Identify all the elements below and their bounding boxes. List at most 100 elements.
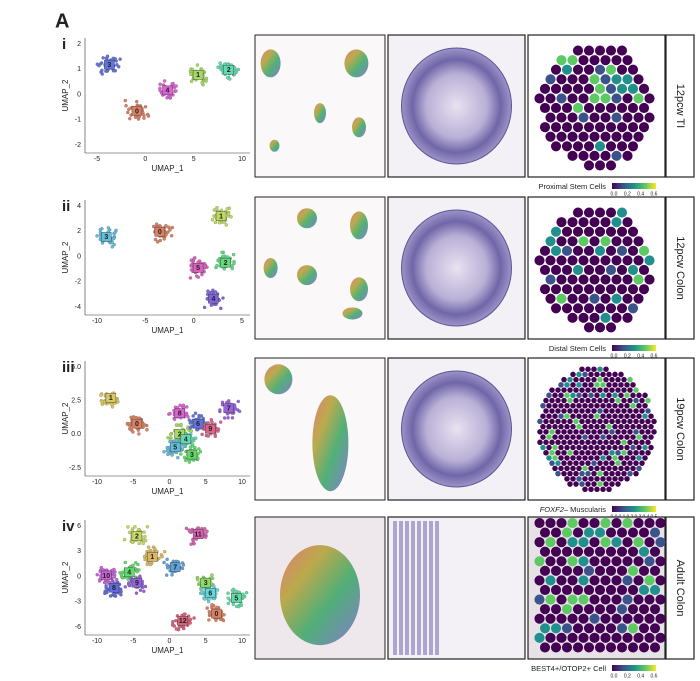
spot	[561, 584, 573, 596]
spot	[537, 418, 543, 425]
x-tick-label: -5	[142, 318, 148, 325]
cell-point	[230, 588, 234, 593]
spot	[603, 460, 609, 466]
spot	[556, 236, 567, 247]
spot	[624, 403, 630, 409]
spot	[600, 274, 611, 285]
cell-point	[115, 398, 120, 403]
spot	[570, 476, 576, 482]
spot	[594, 455, 600, 461]
spot	[579, 408, 585, 414]
cell-point	[189, 429, 194, 433]
spot	[594, 83, 606, 94]
spot	[605, 122, 617, 133]
spot	[588, 455, 594, 461]
spot	[639, 418, 645, 425]
cell-point	[114, 59, 118, 63]
spot	[636, 392, 642, 399]
spot	[545, 594, 556, 605]
spot	[622, 55, 633, 66]
spot	[645, 439, 651, 446]
cell-point	[190, 442, 195, 446]
spot	[545, 236, 556, 247]
cell-point	[133, 115, 138, 119]
spot	[618, 371, 624, 378]
spot	[567, 594, 578, 605]
spot	[600, 392, 606, 399]
spot	[570, 403, 576, 409]
cell-point	[113, 230, 117, 235]
spot	[549, 439, 555, 446]
spot	[597, 397, 603, 404]
cell-point	[169, 234, 174, 238]
cell-point	[226, 212, 231, 216]
spot	[627, 284, 639, 295]
spot	[555, 439, 561, 446]
spot	[591, 481, 597, 487]
spot	[582, 486, 588, 493]
spot	[624, 382, 630, 388]
spot	[605, 642, 617, 653]
spot	[597, 366, 603, 372]
spot	[578, 274, 589, 285]
spot	[583, 623, 595, 634]
umap-points	[95, 525, 249, 632]
spot	[638, 546, 650, 557]
spot	[622, 74, 633, 85]
spot	[612, 465, 618, 472]
spot	[579, 376, 585, 383]
spot	[561, 546, 573, 557]
spot	[570, 413, 576, 419]
spot	[636, 413, 642, 419]
cell-point	[165, 563, 169, 567]
spot	[615, 470, 621, 477]
spot	[576, 413, 582, 419]
spot	[572, 303, 584, 314]
cell-point	[237, 409, 242, 414]
cell-point	[166, 230, 170, 234]
spot	[594, 371, 600, 378]
spot	[589, 55, 600, 66]
spot	[570, 371, 576, 378]
spot	[556, 131, 567, 142]
cluster-label: 0	[135, 108, 139, 115]
cell-point	[126, 110, 130, 115]
tissue-section	[344, 49, 369, 78]
spot	[545, 537, 556, 548]
spot	[583, 604, 595, 615]
spot	[545, 131, 556, 142]
cell-point	[154, 222, 159, 226]
spot	[588, 371, 594, 378]
spot	[605, 303, 617, 314]
sample-frame	[665, 516, 695, 660]
spot	[564, 403, 570, 409]
spot	[627, 546, 639, 557]
cell-point	[187, 529, 192, 534]
cell-point	[170, 453, 174, 457]
spot	[616, 642, 628, 653]
spot	[567, 274, 578, 285]
spot	[561, 418, 567, 425]
spot	[627, 470, 633, 477]
spot	[556, 112, 567, 123]
cell-point	[146, 545, 151, 549]
spot	[630, 455, 636, 461]
spot	[597, 439, 603, 446]
spot	[567, 131, 578, 142]
spot	[616, 284, 628, 295]
spot	[600, 465, 606, 472]
y-tick-label: 3	[77, 548, 81, 555]
spot	[572, 64, 584, 75]
colorbar-title: Proximal Stem Cells	[538, 182, 606, 191]
spot	[576, 444, 582, 451]
colorbar-tick: 0.2	[624, 673, 631, 679]
cell-point	[210, 218, 215, 222]
spot	[649, 623, 661, 634]
spot	[567, 613, 578, 624]
cell-point	[174, 438, 179, 443]
spot	[655, 594, 666, 605]
spot	[556, 556, 567, 567]
spot	[546, 392, 552, 399]
spot	[649, 565, 661, 576]
spot	[600, 131, 611, 142]
